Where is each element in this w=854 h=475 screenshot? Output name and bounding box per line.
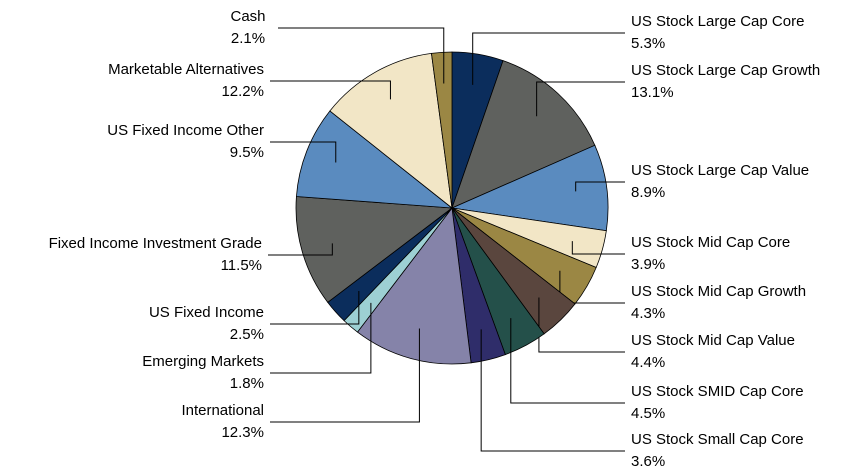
pie-slice: [451, 60, 596, 209]
slice-value-label: 12.2%: [221, 83, 264, 100]
slice-value-label: 9.5%: [230, 144, 264, 161]
pie-slice: [295, 196, 454, 303]
leader-line: [571, 241, 625, 255]
slice-value-label: 4.5%: [631, 405, 665, 422]
slice-label: US Stock Large Cap Core: [631, 13, 804, 30]
pie-slice: [450, 144, 609, 232]
leader-line: [278, 27, 445, 84]
slice-value-label: 4.4%: [631, 354, 665, 371]
leader-line: [268, 243, 333, 256]
slice-value-label: 2.1%: [231, 30, 265, 47]
slice-label: Cash: [230, 8, 265, 25]
leader-line: [480, 329, 625, 452]
slice-value-label: 3.6%: [631, 453, 665, 470]
leader-line: [270, 328, 420, 423]
slice-label: US Stock SMID Cap Core: [631, 383, 804, 400]
pie-slice: [356, 206, 472, 365]
slice-value-label: 3.9%: [631, 256, 665, 273]
leader-line: [575, 181, 625, 192]
slice-label: US Stock Mid Cap Value: [631, 332, 795, 349]
slice-label: US Stock Large Cap Value: [631, 162, 809, 179]
slice-label: US Fixed Income: [149, 304, 264, 321]
pie-slice: [431, 51, 453, 209]
slice-label: US Stock Small Cap Core: [631, 431, 804, 448]
slice-label: Fixed Income Investment Grade: [49, 235, 262, 252]
leader-line: [270, 141, 337, 163]
slice-label: US Fixed Income Other: [107, 122, 264, 139]
leader-line: [510, 318, 625, 404]
slice-label: Emerging Markets: [142, 353, 264, 370]
leader-line: [472, 32, 625, 85]
leader-line: [270, 291, 360, 325]
slice-label: US Stock Mid Cap Growth: [631, 283, 806, 300]
slice-value-label: 8.9%: [631, 184, 665, 201]
slice-label: US Stock Mid Cap Core: [631, 234, 790, 251]
slice-value-label: 11.5%: [221, 257, 262, 274]
slice-value-label: 2.5%: [230, 326, 264, 343]
slice-value-label: 12.3%: [221, 424, 264, 441]
slice-value-label: 1.8%: [230, 375, 264, 392]
leader-line: [270, 302, 372, 374]
slice-value-label: 4.3%: [631, 305, 665, 322]
pie-slice: [329, 52, 453, 209]
leader-line: [538, 297, 625, 353]
leader-line: [270, 80, 391, 100]
slice-label: US Stock Large Cap Growth: [631, 62, 820, 79]
slice-label: Marketable Alternatives: [108, 61, 264, 78]
slice-value-label: 13.1%: [631, 84, 674, 101]
slice-value-label: 5.3%: [631, 35, 665, 52]
slice-label: International: [181, 402, 264, 419]
pie-slice: [295, 110, 454, 209]
leader-line: [536, 81, 625, 117]
